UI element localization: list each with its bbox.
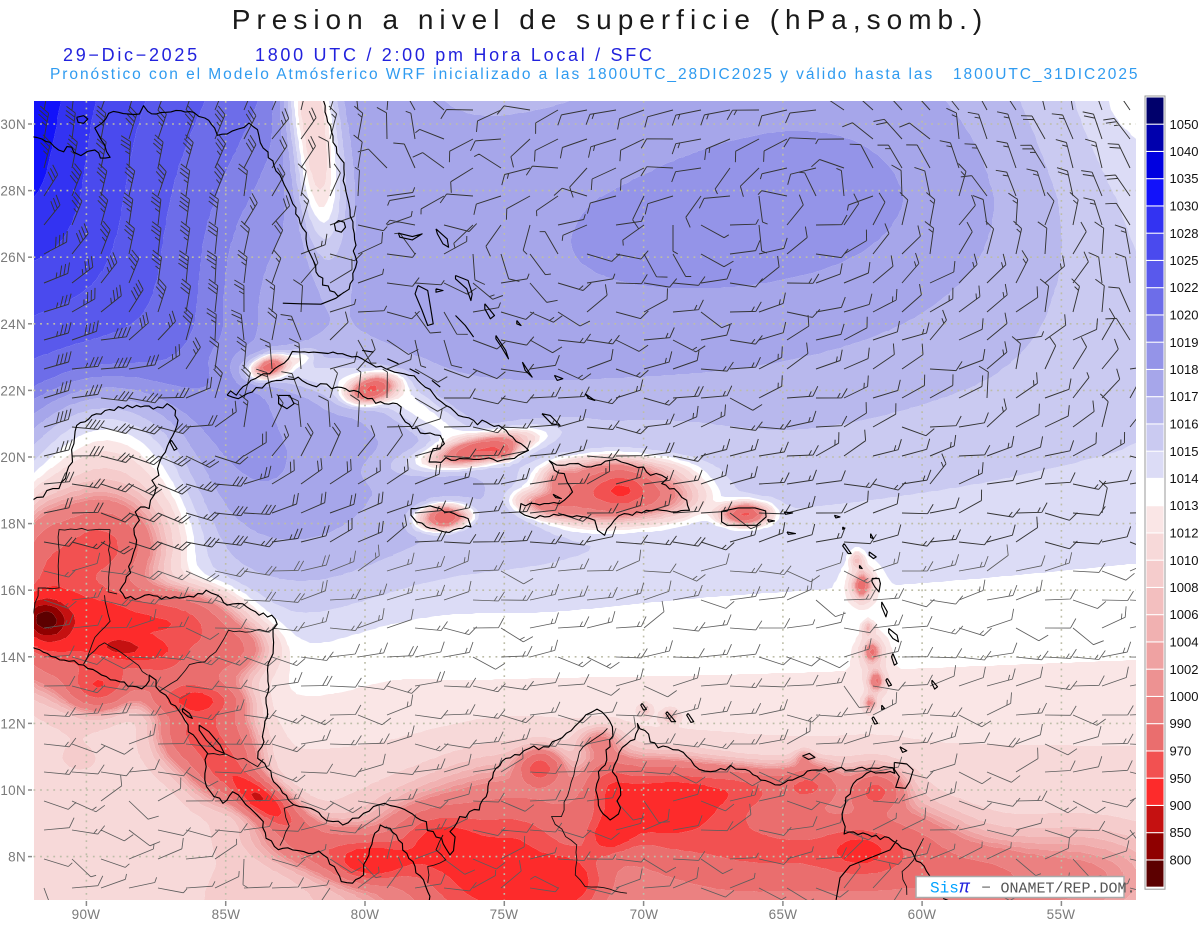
- svg-text:16N: 16N: [0, 583, 26, 598]
- svg-text:1004: 1004: [1170, 635, 1199, 650]
- svg-text:55W: 55W: [1047, 907, 1076, 922]
- svg-text:850: 850: [1170, 825, 1192, 840]
- svg-text:90W: 90W: [72, 907, 101, 922]
- svg-text:22N: 22N: [0, 383, 26, 398]
- svg-text:1010: 1010: [1170, 553, 1199, 568]
- svg-text:970: 970: [1170, 744, 1192, 759]
- svg-text:950: 950: [1170, 771, 1192, 786]
- svg-text:800: 800: [1170, 853, 1192, 868]
- svg-text:18N: 18N: [0, 517, 26, 532]
- svg-text:70W: 70W: [630, 907, 659, 922]
- svg-text:Pronóstico con el Modelo Atmo: Pronóstico con el Modelo Atmósferico W…: [50, 66, 1139, 83]
- svg-text:60W: 60W: [908, 907, 937, 922]
- svg-text:10N: 10N: [0, 783, 26, 798]
- svg-text:80W: 80W: [351, 907, 380, 922]
- svg-text:14N: 14N: [0, 650, 26, 665]
- svg-text:28N: 28N: [0, 184, 26, 199]
- svg-text:1040: 1040: [1170, 144, 1199, 159]
- svg-text:1035: 1035: [1170, 171, 1199, 186]
- svg-text:1019: 1019: [1170, 335, 1199, 350]
- svg-text:1030: 1030: [1170, 199, 1199, 214]
- svg-text:24N: 24N: [0, 317, 26, 332]
- svg-text:1025: 1025: [1170, 253, 1199, 268]
- svg-text:26N: 26N: [0, 250, 26, 265]
- svg-text:1800 UTC / 2:00 pm Hora Local: 1800 UTC / 2:00 pm Hora Local / SFC: [255, 45, 655, 65]
- svg-text:1018: 1018: [1170, 362, 1199, 377]
- svg-text:1017: 1017: [1170, 389, 1199, 404]
- svg-text:1008: 1008: [1170, 580, 1199, 595]
- svg-text:900: 900: [1170, 798, 1192, 813]
- svg-text:1028: 1028: [1170, 226, 1199, 241]
- svg-text:Presion a nivel de superficie: Presion a nivel de superficie (hPa,somb.…: [232, 4, 988, 35]
- svg-text:1012: 1012: [1170, 526, 1199, 541]
- svg-text:1006: 1006: [1170, 607, 1199, 622]
- svg-text:Sisπ − ONAMET/REP.DOM.: Sisπ − ONAMET/REP.DOM.: [930, 879, 1135, 899]
- svg-text:8N: 8N: [8, 850, 26, 865]
- svg-text:20N: 20N: [0, 450, 26, 465]
- svg-text:1015: 1015: [1170, 444, 1199, 459]
- svg-text:29−Dic−2025: 29−Dic−2025: [63, 45, 200, 65]
- svg-text:12N: 12N: [0, 716, 26, 731]
- svg-text:30N: 30N: [0, 117, 26, 132]
- svg-text:1000: 1000: [1170, 689, 1199, 704]
- svg-text:1022: 1022: [1170, 280, 1199, 295]
- svg-text:1050: 1050: [1170, 117, 1199, 132]
- svg-text:1020: 1020: [1170, 308, 1199, 323]
- svg-text:75W: 75W: [490, 907, 519, 922]
- svg-text:1013: 1013: [1170, 498, 1199, 513]
- svg-text:65W: 65W: [769, 907, 798, 922]
- svg-text:990: 990: [1170, 716, 1192, 731]
- svg-text:1014: 1014: [1170, 471, 1199, 486]
- svg-text:1002: 1002: [1170, 662, 1199, 677]
- svg-text:85W: 85W: [212, 907, 241, 922]
- svg-text:1016: 1016: [1170, 417, 1199, 432]
